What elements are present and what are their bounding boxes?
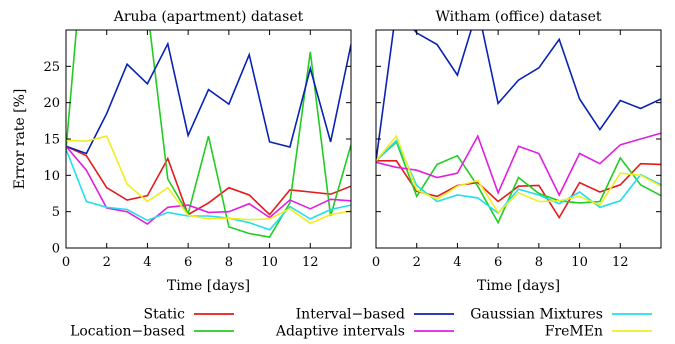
legend-item-3: Interval−based [296,307,454,323]
x-tick-label: 6 [184,255,192,270]
series-line-1 [66,145,351,216]
y-tick-label: 15 [43,133,60,148]
legend-label: Gaussian Mixtures [470,307,603,323]
legend-item-2: Location−based [70,324,234,340]
legend-label: Adaptive intervals [275,324,405,340]
x-tick-label: 12 [612,255,629,270]
y-tick-label: 10 [43,169,60,184]
y-tick-label: 25 [43,60,60,75]
legend-label: FreMEn [545,324,603,340]
series-group [376,30,661,225]
y-tick-label: 0 [52,242,60,257]
series-line-5 [66,148,351,231]
legend-item-6: FreMEn [545,324,652,340]
x-tick-label: 8 [225,255,233,270]
legend-item-1: Static [143,307,234,323]
x-tick-label: 8 [535,255,543,270]
x-tick-label: 12 [302,255,319,270]
plot-frame [375,29,662,249]
series-line-5 [376,139,661,215]
chart-panel-1: Aruba (apartment) dataset 0 2 4 6 8 10 12 0 5 10 15… [12,9,352,294]
x-axis-label: Time [days] [477,278,560,294]
chart-title: Witham (office) dataset [435,9,601,25]
legend-label: Interval−based [296,307,405,323]
y-tick-label: 5 [52,205,60,220]
x-tick-label: 6 [494,255,502,270]
x-tick-label: 4 [143,255,151,270]
series-group [66,30,351,238]
x-tick-label: 2 [103,255,111,270]
x-tick-label: 10 [571,255,588,270]
chart-panel-2: Witham (office) dataset 0 2 4 6 8 10 12 Time [da… [372,9,662,294]
series-line-3 [66,41,351,155]
series-line-3 [376,30,661,161]
series-line-4 [66,145,351,225]
x-tick-label: 4 [453,255,461,270]
series-line-4 [376,132,661,197]
legend-label: Location−based [70,324,185,340]
series-line-2 [66,30,351,238]
series-line-6 [376,134,661,214]
x-tick-label: 10 [261,255,278,270]
x-tick-label: 0 [62,255,70,270]
series-line-6 [66,135,351,225]
legend-item-5: Gaussian Mixtures [470,307,652,323]
legend-label: Static [143,307,185,323]
chart-title: Aruba (apartment) dataset [113,9,304,25]
y-tick-label: 20 [43,96,60,111]
legend-item-4: Adaptive intervals [275,324,454,340]
y-axis-label: Error rate [%] [12,89,28,190]
x-tick-label: 0 [372,255,380,270]
x-tick-label: 2 [413,255,421,270]
x-axis-label: Time [days] [167,278,250,294]
series-line-2 [376,140,661,225]
